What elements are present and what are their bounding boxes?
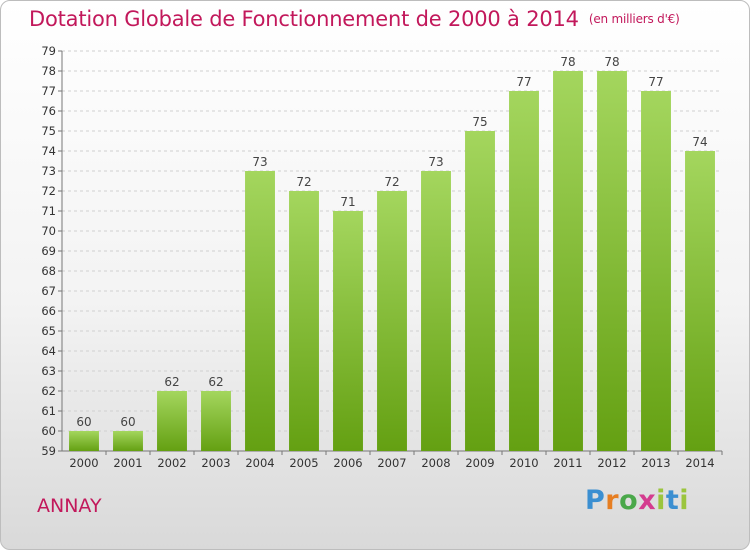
x-tick-label: 2006 [333,456,362,470]
bar [333,211,363,451]
x-tick-label: 2002 [157,456,186,470]
bar [553,71,583,451]
y-tick-label: 64 [41,344,56,358]
chart-title-text: Dotation Globale de Fonctionnement de 20… [29,7,579,31]
y-tick-label: 63 [41,364,56,378]
data-label: 73 [252,155,267,169]
x-tick-label: 2014 [685,456,714,470]
x-tick-label: 2012 [597,456,626,470]
x-tick-label: 2013 [641,456,670,470]
data-label: 72 [384,175,399,189]
data-label: 60 [76,415,91,429]
x-tick-label: 2005 [289,456,318,470]
logo-letter: r [605,485,620,516]
y-tick-label: 79 [41,44,56,58]
y-tick-label: 71 [41,204,56,218]
city-name: ANNAY [37,495,102,517]
data-label: 62 [208,375,223,389]
chart-title: Dotation Globale de Fonctionnement de 20… [29,7,680,31]
y-tick-label: 62 [41,384,56,398]
x-tick-label: 2000 [69,456,98,470]
data-label: 75 [472,115,487,129]
y-tick-label: 77 [41,84,56,98]
bar [641,91,671,451]
bar [113,431,143,451]
y-tick-label: 70 [41,224,56,238]
data-label: 74 [692,135,707,149]
bar [685,151,715,451]
bar [157,391,187,451]
y-tick-label: 69 [41,244,56,258]
bar [69,431,99,451]
logo-letter: o [619,485,639,516]
x-tick-label: 2010 [509,456,538,470]
x-tick-label: 2009 [465,456,494,470]
axes: 59 60 61 62 63 64 65 66 67 68 69 70 71 72 73 74 75 76 77 78… [41,44,723,470]
y-tick-label: 68 [41,264,56,278]
bar [201,391,231,451]
bar [377,191,407,451]
bars [69,71,715,451]
x-tick-label: 2007 [377,456,406,470]
x-tick-label: 2008 [421,456,450,470]
y-tick-label: 60 [41,424,56,438]
bar [509,91,539,451]
logo-letter: P [585,485,606,516]
y-tick-label: 74 [41,144,56,158]
logo-letter: t [665,485,680,516]
y-tick-label: 67 [41,284,56,298]
logo-letter: i [679,485,690,516]
bar [421,171,451,451]
x-tick-label: 2011 [553,456,582,470]
logo-letter: x [638,485,657,516]
x-tick-label: 2003 [201,456,230,470]
data-label: 77 [516,75,531,89]
proxiti-logo: Proxiti [585,485,689,516]
data-label: 78 [560,55,575,69]
y-tick-label: 72 [41,184,56,198]
data-label: 77 [648,75,663,89]
y-tick-label: 59 [41,444,56,458]
y-tick-label: 75 [41,124,56,138]
data-label: 62 [164,375,179,389]
chart-unit: (en milliers d'€) [588,12,680,26]
x-tick-label: 2004 [245,456,274,470]
data-labels: 60 60 62 62 73 72 71 72 73 75 77 78 78 77 74 [76,55,707,429]
data-label: 72 [296,175,311,189]
bar [289,191,319,451]
data-label: 78 [604,55,619,69]
y-tick-label: 66 [41,304,56,318]
y-tick-label: 73 [41,164,56,178]
bar [245,171,275,451]
y-tick-label: 78 [41,64,56,78]
y-tick-label: 76 [41,104,56,118]
bar [597,71,627,451]
data-label: 71 [340,195,355,209]
bar [465,131,495,451]
y-tick-label: 61 [41,404,56,418]
x-tick-label: 2001 [113,456,142,470]
data-label: 60 [120,415,135,429]
logo-letter: i [656,485,666,516]
data-label: 73 [428,155,443,169]
y-tick-label: 65 [41,324,56,338]
